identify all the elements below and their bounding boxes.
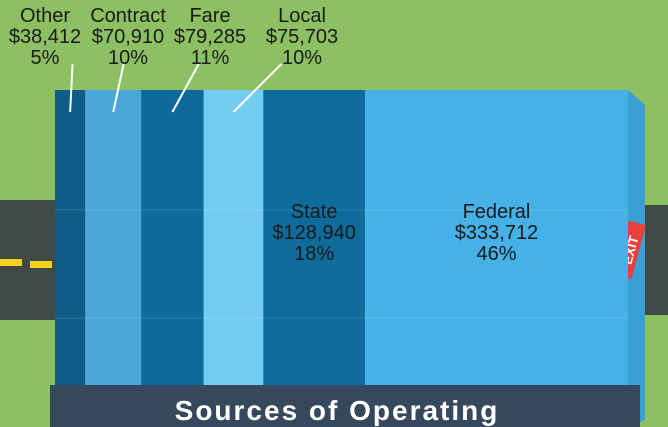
title: Sources of Operating: [175, 395, 500, 426]
segment: [263, 90, 365, 385]
leader-line: [171, 63, 200, 113]
segment-name: Other: [20, 5, 70, 27]
value-label: $75,703: [266, 26, 338, 48]
share-label: 10%: [282, 47, 322, 69]
leader-line: [69, 63, 74, 113]
leader-line: [232, 63, 283, 113]
segment: [55, 90, 86, 385]
value-label: $128,940: [272, 222, 355, 244]
segments: [55, 90, 628, 385]
segment-name: Fare: [189, 5, 230, 27]
leader-line: [112, 63, 125, 113]
share-label: 11%: [191, 47, 230, 69]
share-label: 5%: [31, 47, 60, 69]
segment: [141, 90, 204, 385]
value-label: $38,412: [9, 26, 81, 48]
road-dash: [30, 261, 52, 268]
road-dash: [0, 259, 22, 266]
segment-name: Local: [278, 5, 326, 27]
segment: [85, 90, 142, 385]
segment-name: Federal: [463, 201, 531, 223]
labels: Other$38,4125%Contract$70,91010%Fare$79,…: [9, 5, 538, 265]
value-label: $333,712: [455, 222, 538, 244]
building-front: [50, 385, 640, 427]
segment-name: Contract: [90, 5, 166, 27]
segment-name: State: [291, 201, 338, 223]
segment: [364, 90, 628, 385]
value-label: $79,285: [174, 26, 246, 48]
share-label: 18%: [294, 243, 334, 265]
share-label: 46%: [476, 243, 516, 265]
value-label: $70,910: [92, 26, 164, 48]
share-label: 10%: [108, 47, 148, 69]
segment: [203, 90, 264, 385]
